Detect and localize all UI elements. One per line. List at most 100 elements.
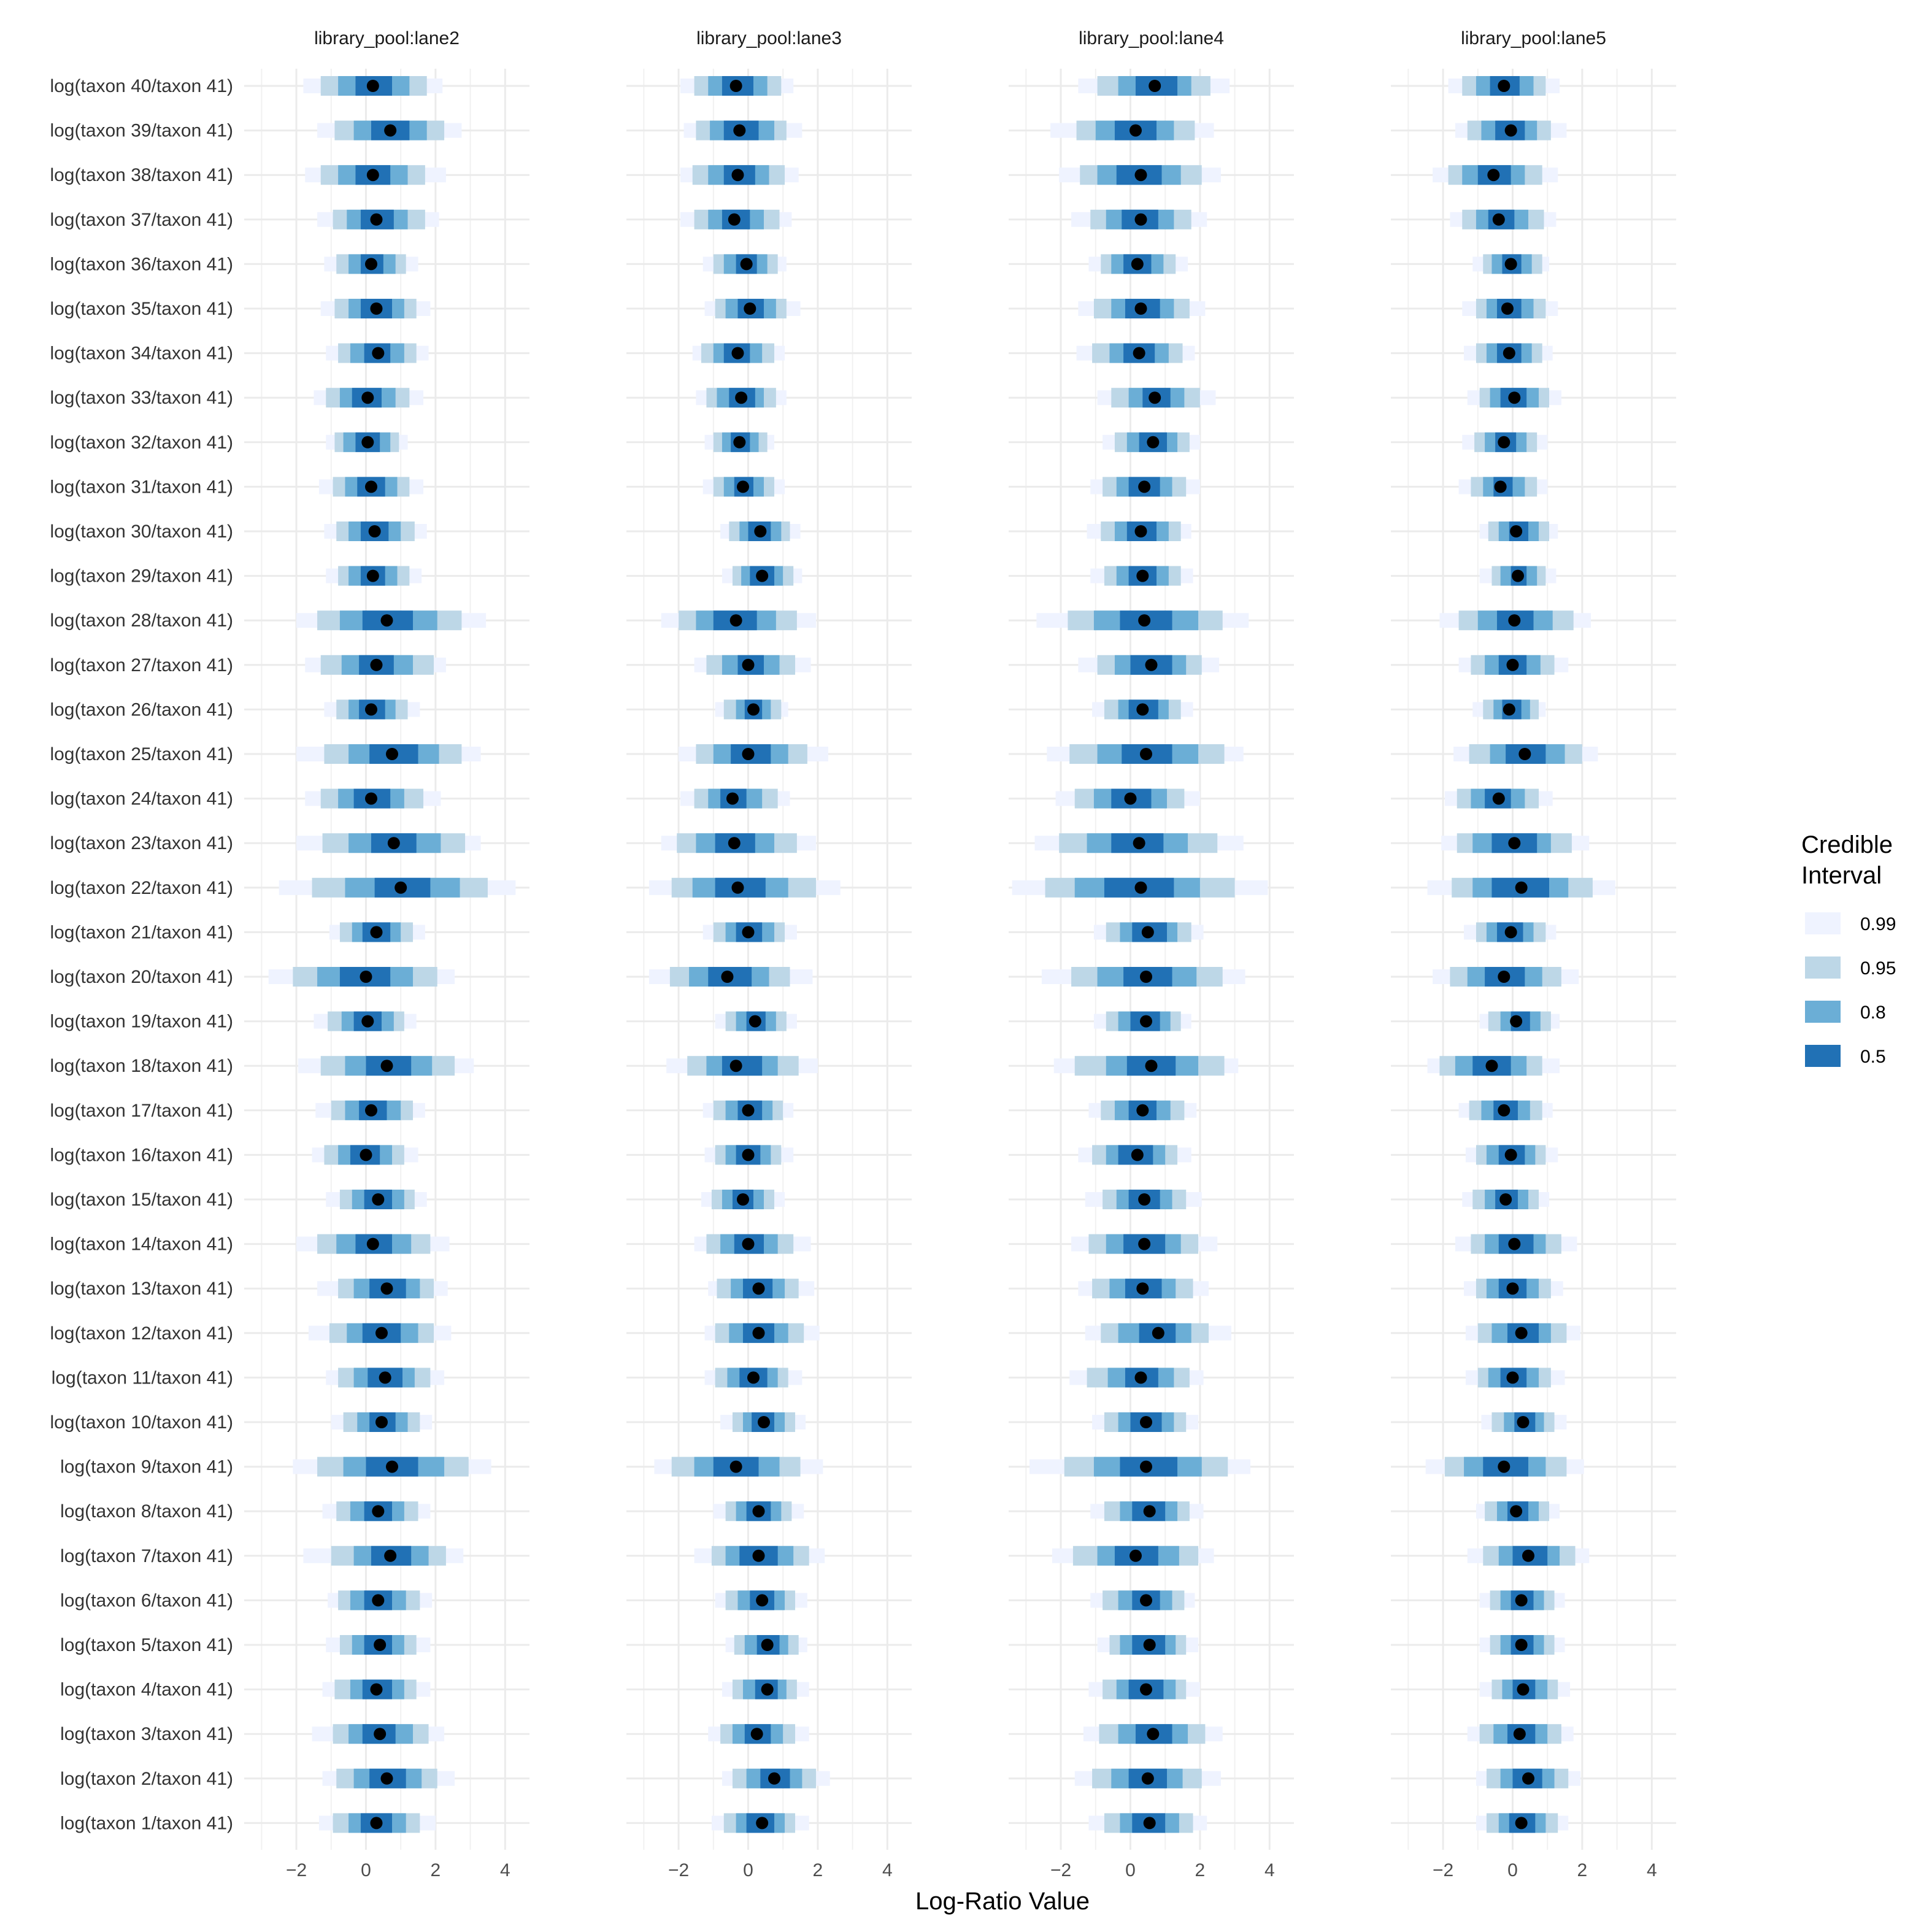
median-point — [757, 1416, 770, 1428]
median-point — [375, 1416, 388, 1428]
median-point — [1515, 1326, 1528, 1339]
median-point — [360, 971, 372, 983]
median-point — [742, 1149, 755, 1161]
legend-key-0.95 — [1805, 956, 1841, 979]
median-point — [1504, 926, 1517, 939]
row-label: log(taxon 40/taxon 41) — [50, 76, 233, 96]
median-point — [1511, 569, 1524, 582]
median-point — [361, 1015, 374, 1028]
median-point — [1503, 703, 1515, 716]
row-label: log(taxon 8/taxon 41) — [60, 1501, 233, 1522]
median-point — [1134, 525, 1147, 537]
panel-1: library_pool:lane2 −2 0 2 4 — [244, 28, 529, 1880]
median-point — [1487, 169, 1500, 182]
row-label: log(taxon 2/taxon 41) — [60, 1769, 233, 1789]
row-label: log(taxon 13/taxon 41) — [50, 1279, 233, 1299]
legend-label: 0.8 — [1860, 1003, 1886, 1023]
median-point — [380, 1282, 393, 1295]
median-point — [1136, 569, 1149, 582]
median-point — [731, 169, 744, 182]
median-point — [380, 614, 393, 627]
row-label: log(taxon 16/taxon 41) — [50, 1145, 233, 1165]
median-point — [1124, 792, 1137, 805]
median-point — [366, 80, 379, 92]
row-label: log(taxon 36/taxon 41) — [50, 254, 233, 274]
panel-4: library_pool:lane5 −2 0 2 4 — [1391, 28, 1676, 1880]
row-label: log(taxon 6/taxon 41) — [60, 1590, 233, 1611]
row-label: log(taxon 12/taxon 41) — [50, 1323, 233, 1344]
legend: Credible Interval 0.99 0.95 0.8 0.5 — [1801, 831, 1896, 1067]
facet-strip-label: library_pool:lane4 — [1079, 28, 1224, 48]
median-point — [375, 1326, 388, 1339]
median-point — [742, 1104, 755, 1117]
median-point — [1139, 1015, 1152, 1028]
x-tick-label: 2 — [1195, 1860, 1206, 1880]
median-point — [1515, 1594, 1528, 1607]
median-point — [752, 1282, 765, 1295]
median-point — [729, 80, 742, 92]
median-point — [1139, 1416, 1152, 1428]
median-point — [384, 124, 397, 137]
median-point — [1498, 80, 1511, 92]
median-point — [1136, 1104, 1149, 1117]
median-point — [1508, 837, 1521, 850]
legend-label: 0.5 — [1860, 1047, 1886, 1067]
row-label: log(taxon 30/taxon 41) — [50, 521, 233, 542]
median-point — [749, 1015, 761, 1028]
median-point — [756, 569, 769, 582]
median-point — [387, 837, 400, 850]
row-label: log(taxon 23/taxon 41) — [50, 833, 233, 853]
median-point — [1138, 480, 1151, 493]
median-point — [360, 1149, 372, 1161]
row-labels: log(taxon 40/taxon 41) log(taxon 39/taxon… — [50, 76, 233, 1833]
x-tick-label: 0 — [361, 1860, 371, 1880]
median-point — [728, 837, 741, 850]
x-tick-label: −2 — [1433, 1860, 1453, 1880]
median-point — [742, 658, 755, 671]
median-point — [1143, 1505, 1156, 1518]
median-point — [740, 258, 753, 271]
row-label: log(taxon 20/taxon 41) — [50, 967, 233, 987]
median-point — [1136, 703, 1149, 716]
median-point — [1515, 1639, 1528, 1651]
median-point — [1506, 1371, 1519, 1384]
median-point — [1134, 213, 1147, 226]
median-point — [733, 124, 746, 137]
median-point — [729, 614, 742, 627]
median-point — [1145, 1060, 1158, 1072]
median-point — [1136, 1282, 1149, 1295]
median-point — [729, 1460, 742, 1473]
median-point — [728, 213, 741, 226]
median-point — [1139, 1594, 1152, 1607]
median-point — [726, 792, 739, 805]
median-point — [1138, 1193, 1151, 1206]
median-point — [1141, 926, 1154, 939]
row-label: log(taxon 33/taxon 41) — [50, 388, 233, 408]
median-point — [1504, 258, 1517, 271]
legend-key-0.8 — [1805, 1001, 1841, 1023]
row-label: log(taxon 26/taxon 41) — [50, 699, 233, 720]
median-point — [370, 1817, 383, 1830]
median-point — [1498, 1460, 1511, 1473]
row-label: log(taxon 11/taxon 41) — [52, 1368, 233, 1388]
median-point — [364, 258, 377, 271]
median-point — [1139, 1460, 1152, 1473]
median-point — [370, 213, 383, 226]
row-label: log(taxon 19/taxon 41) — [50, 1012, 233, 1032]
median-point — [761, 1683, 774, 1696]
median-point — [1504, 124, 1517, 137]
median-point — [752, 1326, 765, 1339]
median-point — [1134, 881, 1147, 894]
median-point — [1498, 1104, 1511, 1117]
row-label: log(taxon 18/taxon 41) — [50, 1056, 233, 1076]
median-point — [1147, 1728, 1160, 1741]
row-label: log(taxon 21/taxon 41) — [50, 922, 233, 942]
row-label: log(taxon 1/taxon 41) — [60, 1813, 233, 1833]
median-point — [1131, 258, 1144, 271]
x-tick-label: −2 — [668, 1860, 689, 1880]
row-label: log(taxon 3/taxon 41) — [60, 1724, 233, 1744]
median-point — [370, 1683, 383, 1696]
median-point — [731, 881, 744, 894]
median-point — [374, 1639, 387, 1651]
